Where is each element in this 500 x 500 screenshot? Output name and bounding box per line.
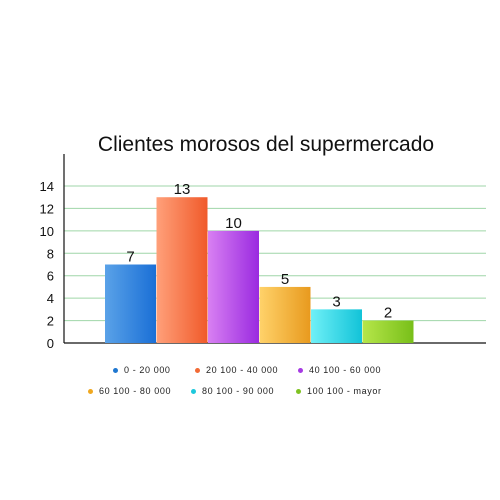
- bar: [105, 264, 156, 343]
- bar: [259, 286, 311, 343]
- y-tick-label: 6: [47, 269, 54, 284]
- bar-value-label: 2: [384, 305, 392, 322]
- y-tick-label: 10: [40, 224, 54, 239]
- bar-value-label: 13: [174, 181, 191, 198]
- y-tick-label: 4: [47, 291, 54, 306]
- y-tick-label: 8: [47, 246, 54, 261]
- chart-title: Clientes morosos del supermercado: [98, 133, 434, 156]
- bar-value-label: 10: [225, 215, 242, 232]
- bar-value-label: 3: [332, 293, 340, 310]
- bar: [208, 230, 259, 343]
- y-tick-label: 14: [40, 179, 54, 194]
- y-tick-label: 0: [47, 336, 54, 351]
- bar-value-label: 5: [281, 271, 289, 288]
- bars: [105, 197, 414, 343]
- y-tick-label: 12: [40, 201, 54, 216]
- bar-value-label: 7: [126, 249, 134, 266]
- data-labels: 7 13 10 5 3 2: [126, 181, 392, 321]
- y-tick-label: 2: [47, 314, 54, 329]
- y-tick-labels: 0 2 4 6 8 10 12 14: [40, 179, 54, 351]
- bar: [156, 197, 208, 343]
- bar: [311, 309, 362, 343]
- bar: [362, 320, 414, 343]
